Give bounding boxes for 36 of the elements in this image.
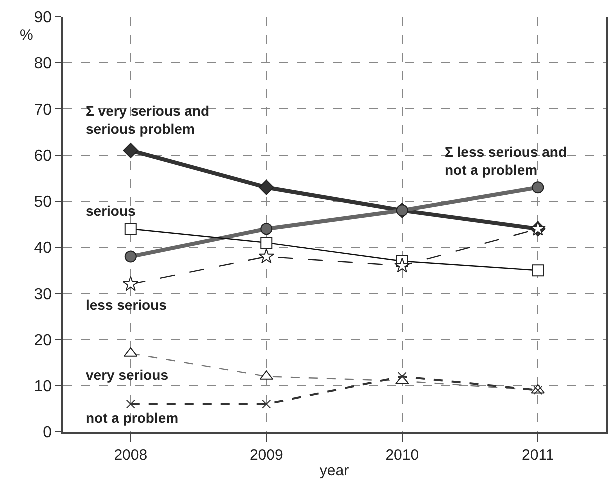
series-label: not a problem — [86, 410, 179, 426]
y-tick-label: 60 — [34, 148, 52, 165]
x-tick-label: 2009 — [250, 446, 284, 464]
point — [123, 276, 139, 292]
point — [258, 248, 274, 264]
y-tick-label: 30 — [34, 286, 52, 304]
point — [126, 400, 136, 409]
y-tick-label: 40 — [34, 240, 52, 258]
x-tick-label: 2008 — [114, 446, 148, 464]
point — [398, 372, 407, 382]
y-tick-label: 90 — [34, 10, 52, 27]
y-axis-title: % — [20, 27, 34, 44]
point — [262, 400, 272, 409]
point — [260, 223, 273, 236]
point — [258, 180, 274, 196]
series-label: very serious — [86, 367, 169, 383]
x-tick-label: 2010 — [386, 446, 420, 464]
point — [532, 264, 544, 277]
y-tick-label: 0 — [43, 424, 52, 442]
y-tick-label: 20 — [34, 332, 52, 350]
x-tick-label: 2011 — [522, 446, 554, 464]
point — [124, 223, 137, 236]
point — [123, 143, 139, 158]
y-tick-label: 10 — [34, 378, 52, 396]
point — [124, 250, 137, 263]
y-tick-label: 80 — [34, 56, 52, 73]
series-label: less serious — [86, 297, 168, 313]
point — [532, 182, 544, 194]
y-tick-label: 50 — [34, 194, 52, 212]
point — [260, 236, 273, 249]
y-tick-label: 70 — [34, 102, 52, 119]
x-axis-title: year — [320, 462, 350, 480]
text: Σ very serious and serious problem — [86, 103, 210, 138]
series-label: serious — [86, 203, 136, 219]
point — [394, 258, 410, 273]
series-label: Σ less serious and not a problem — [445, 144, 568, 178]
